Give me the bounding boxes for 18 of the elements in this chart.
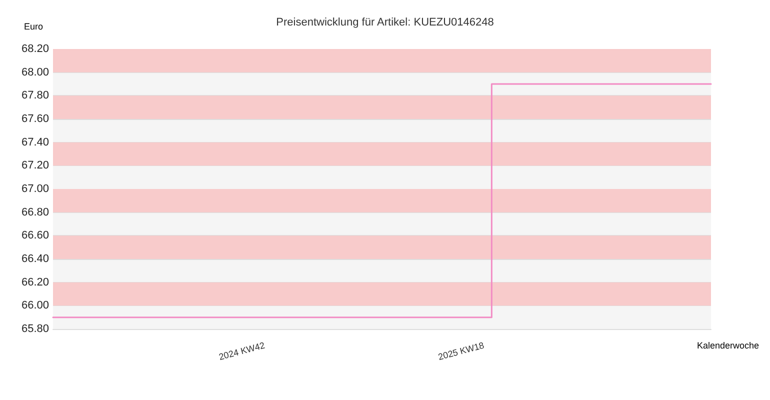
y-tick-label: 65.80 xyxy=(21,323,49,335)
y-tick-label: 66.40 xyxy=(21,253,49,265)
y-tick-label: 67.80 xyxy=(21,90,49,102)
y-tick-label: 66.20 xyxy=(21,276,49,288)
y-tick-label: 67.40 xyxy=(21,136,49,148)
x-axis-title: Kalenderwoche xyxy=(696,340,759,350)
y-tick-label: 67.00 xyxy=(21,183,49,195)
y-tick-label: 66.00 xyxy=(21,300,49,312)
y-tick-label: 66.80 xyxy=(21,206,49,218)
y-tick-label: 67.20 xyxy=(21,160,49,172)
y-tick-label: 68.00 xyxy=(21,66,49,78)
y-tick-label: 67.60 xyxy=(21,113,49,125)
x-tick-label: 2024 KW42 xyxy=(218,340,266,362)
y-tick-label: 66.60 xyxy=(21,230,49,242)
y-tick-label: 68.20 xyxy=(21,43,49,55)
chart-title: Preisentwicklung für Artikel: KUEZU0146248 xyxy=(276,16,494,28)
y-axis-title: Euro xyxy=(24,22,43,32)
x-tick-label: 2025 KW18 xyxy=(437,340,486,362)
